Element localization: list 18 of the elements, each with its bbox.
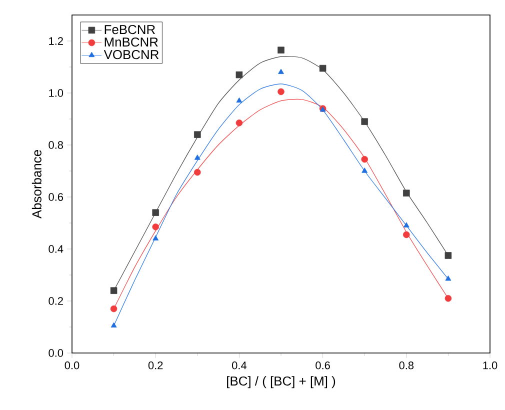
y-tick-label: 1.2 — [49, 37, 63, 45]
x-tick-label: 1.0 — [483, 362, 498, 370]
x-tick-label: 0.8 — [399, 362, 414, 370]
x-tick-label: 0.0 — [64, 362, 80, 370]
y-tick-label: 0.4 — [48, 245, 64, 253]
y-tick-label: 0.2 — [48, 297, 63, 305]
legend-label: MnBCNR — [104, 37, 158, 47]
x-tick-label: 0.6 — [316, 362, 330, 370]
y-tick-label: 0.8 — [48, 141, 64, 149]
y-tick-label: 0.0 — [48, 349, 64, 357]
x-tick-label: 0.2 — [148, 362, 163, 370]
x-tick-label: 0.4 — [232, 362, 246, 370]
x-axis-title: [BC] / ( [BC] + [M] ) — [227, 376, 336, 388]
y-tick-label: 0.6 — [48, 193, 64, 201]
legend-label: FeBCNR — [104, 24, 155, 34]
legend-label: VOBCNR — [104, 50, 159, 60]
y-tick-label: 1.0 — [49, 89, 64, 97]
y-axis-title: Absorbance — [32, 150, 42, 219]
